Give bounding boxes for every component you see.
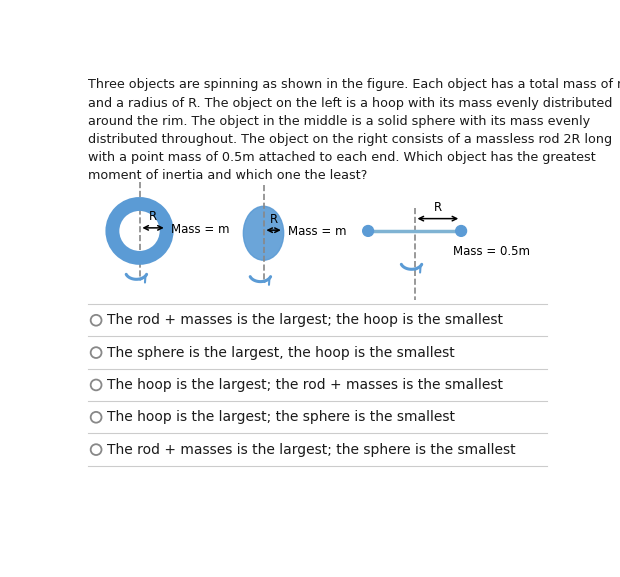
Text: R: R [434,201,442,214]
Text: The hoop is the largest; the sphere is the smallest: The hoop is the largest; the sphere is t… [107,410,455,424]
Circle shape [91,444,102,455]
Text: R: R [270,212,278,226]
Text: Mass = m: Mass = m [171,223,230,236]
Circle shape [91,412,102,423]
Text: Three objects are spinning as shown in the figure. Each object has a total mass : Three objects are spinning as shown in t… [88,78,620,182]
Text: Mass = 0.5m: Mass = 0.5m [453,245,530,258]
Circle shape [91,347,102,358]
Circle shape [91,380,102,390]
Text: The hoop is the largest; the rod + masses is the smallest: The hoop is the largest; the rod + masse… [107,378,503,392]
Text: The rod + masses is the largest; the hoop is the smallest: The rod + masses is the largest; the hoo… [107,313,503,327]
Ellipse shape [243,207,283,260]
Text: R: R [149,210,157,223]
Circle shape [456,226,467,237]
Text: Mass = m: Mass = m [288,225,347,238]
Circle shape [91,315,102,325]
Circle shape [363,226,373,237]
Text: The rod + masses is the largest; the sphere is the smallest: The rod + masses is the largest; the sph… [107,443,516,456]
Text: The sphere is the largest, the hoop is the smallest: The sphere is the largest, the hoop is t… [107,346,454,359]
